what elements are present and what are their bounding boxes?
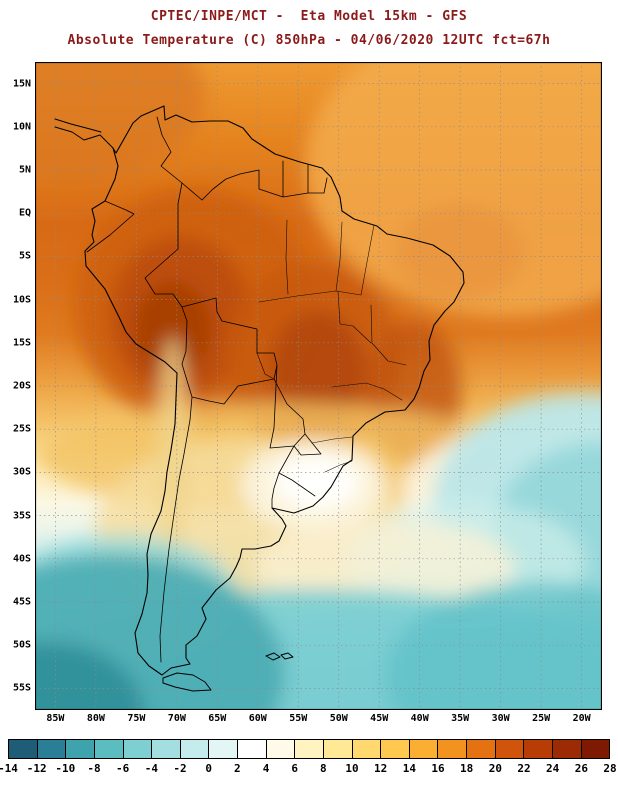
lat-tick-label: 5S [18, 250, 31, 262]
lon-tick-label: 60W [248, 713, 267, 724]
lon-tick-label: 50W [329, 713, 348, 724]
colorbar-cell [495, 740, 525, 758]
colorbar-tick-label: 4 [262, 762, 270, 775]
state-borders [256, 219, 407, 473]
colorbar-tick-label: 28 [603, 762, 617, 775]
lon-tick-label: 75W [127, 713, 146, 724]
colorbar-cell [552, 740, 582, 758]
colorbar-tick-label: 20 [488, 762, 502, 775]
map-frame [35, 62, 602, 710]
lat-tick-label: 25S [12, 423, 31, 435]
country-borders [86, 116, 328, 663]
colorbar-tick-label: -10 [55, 762, 76, 775]
colorbar-tick-label: 14 [402, 762, 416, 775]
colorbar-cell [209, 740, 238, 758]
colorbar-tick-label: 22 [517, 762, 531, 775]
lat-tick-label: 30S [12, 466, 31, 478]
colorbar-tick-label: -6 [116, 762, 130, 775]
lon-tick-label: 70W [167, 713, 186, 724]
colorbar-cell [352, 740, 382, 758]
lat-tick-label: 50S [12, 639, 31, 651]
colorbar [8, 739, 610, 759]
temperature-field-blobs [35, 62, 602, 710]
lon-tick-label: 40W [410, 713, 429, 724]
colorbar-tick-label: 26 [574, 762, 588, 775]
colorbar-cell [66, 740, 95, 758]
lat-tick-label: 20S [12, 380, 31, 392]
colorbar-tick-label: 16 [431, 762, 445, 775]
colorbar-cell [238, 740, 267, 758]
lon-tick-label: 80W [86, 713, 105, 724]
colorbar-cell [409, 740, 439, 758]
lat-tick-label: EQ [18, 207, 31, 219]
colorbar-tick-label: -8 [87, 762, 101, 775]
model-title: CPTEC/INPE/MCT - Eta Model 15km - GFS [150, 9, 468, 24]
colorbar-cell [9, 740, 38, 758]
colorbar-cell [94, 740, 124, 758]
colorbar-cell [180, 740, 210, 758]
tierra-del-fuego-island [162, 672, 212, 692]
colorbar-cell [123, 740, 153, 758]
falkland-islands [265, 652, 294, 661]
lon-tick-label: 85W [46, 713, 65, 724]
colorbar-tick-label: 24 [546, 762, 560, 775]
graticule [35, 62, 602, 710]
lat-tick-label: 35S [12, 510, 31, 522]
colorbar-cell [381, 740, 410, 758]
colorbar-cell [467, 740, 496, 758]
lon-tick-label: 20W [572, 713, 591, 724]
colorbar-tick-label: 6 [291, 762, 298, 775]
colorbar-tick-label: 8 [320, 762, 327, 775]
central-america-coast [54, 118, 114, 149]
geography [54, 105, 465, 692]
lat-tick-label: 10N [12, 121, 31, 133]
colorbar-cell [524, 740, 553, 758]
colorbar-tick-label: -14 [0, 762, 18, 775]
coastline [84, 105, 465, 676]
lon-tick-label: 55W [289, 713, 308, 724]
lon-tick-label: 25W [532, 713, 551, 724]
lat-tick-label: 45S [12, 596, 31, 608]
colorbar-tick-label: 18 [460, 762, 474, 775]
lon-tick-label: 45W [370, 713, 389, 724]
colorbar-tick-label: -2 [173, 762, 187, 775]
lat-tick-label: 5N [18, 164, 31, 176]
field-title: Absolute Temperature (C) 850hPa - 04/06/… [67, 33, 551, 48]
lat-tick-label: 15S [12, 337, 31, 349]
colorbar-tick-labels: -14 -12 -10 -8 -6 -4 -2 0 2 4 6 8 10 12 14 16 18 20 22 24 26… [0, 762, 617, 780]
colorbar-cell [323, 740, 353, 758]
lon-tick-label: 35W [451, 713, 470, 724]
colorbar-tick-label: 0 [205, 762, 212, 775]
colorbar-cell [581, 740, 610, 758]
lon-tick-label: 65W [208, 713, 227, 724]
colorbar-tick-label: 2 [234, 762, 241, 775]
colorbar-tick-label: -4 [144, 762, 158, 775]
colorbar-cell [152, 740, 181, 758]
colorbar-tick-label: -12 [26, 762, 47, 775]
colorbar-cell [37, 740, 67, 758]
temperature-map [35, 62, 602, 710]
colorbar-cell [266, 740, 296, 758]
lat-tick-label: 15N [12, 78, 31, 90]
colorbar-cell [438, 740, 467, 758]
colorbar-cell [295, 740, 324, 758]
colorbar-tick-label: 12 [374, 762, 388, 775]
map-area: 15N 10N 5N EQ 5S 10S 15S 20S 25S 30S 35S 40S 45S 50S 5… [13, 62, 602, 724]
lat-tick-label: 40S [12, 553, 31, 565]
colorbar-tick-label: 10 [345, 762, 359, 775]
lon-tick-label: 30W [491, 713, 510, 724]
lat-tick-label: 10S [12, 294, 31, 306]
lat-tick-label: 55S [12, 682, 31, 694]
